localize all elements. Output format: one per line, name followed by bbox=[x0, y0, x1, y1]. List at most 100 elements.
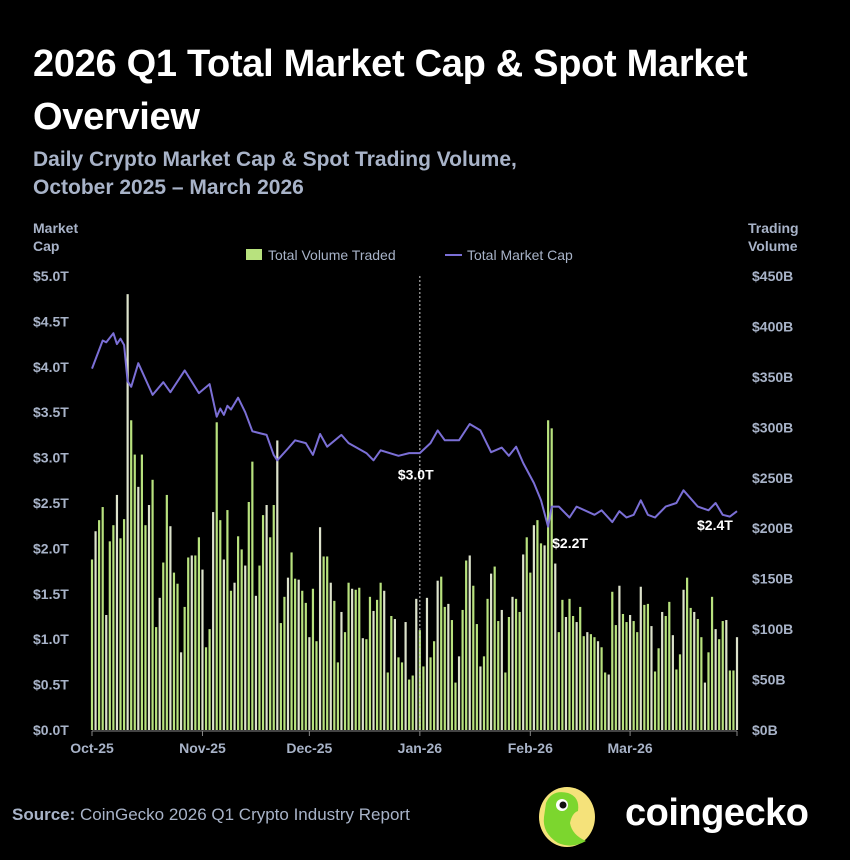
volume-bar bbox=[618, 585, 621, 730]
volume-bar bbox=[354, 589, 357, 730]
volume-bar bbox=[450, 620, 454, 730]
volume-bar bbox=[233, 582, 236, 730]
volume-bar bbox=[151, 479, 154, 730]
volume-bar bbox=[415, 598, 418, 730]
volume-bar bbox=[500, 609, 503, 730]
volume-bar bbox=[94, 531, 97, 730]
volume-bar bbox=[721, 621, 724, 730]
volume-bar bbox=[725, 620, 728, 730]
volume-bar bbox=[322, 556, 325, 730]
volume-bar bbox=[632, 621, 635, 730]
volume-bar bbox=[557, 632, 560, 730]
volume-bar bbox=[197, 537, 201, 730]
volume-bar bbox=[422, 666, 425, 730]
volume-bar bbox=[237, 536, 240, 730]
volume-bar bbox=[543, 545, 546, 730]
volume-bar bbox=[504, 672, 507, 730]
volume-bar bbox=[244, 565, 247, 730]
volume-bar bbox=[172, 572, 176, 730]
volume-bar bbox=[675, 669, 678, 730]
right-axis-title-line-2: Volume bbox=[748, 238, 798, 254]
volume-bar bbox=[568, 598, 571, 730]
right-axis-title-line-1: Trading bbox=[748, 220, 799, 236]
volume-bar bbox=[279, 623, 282, 730]
volume-bar bbox=[522, 554, 525, 730]
volume-bar bbox=[425, 597, 429, 730]
volume-bar bbox=[365, 639, 368, 730]
left-tick-label: $1.0T bbox=[33, 631, 69, 647]
left-axis-title-line-2: Cap bbox=[33, 238, 59, 254]
x-tick-label: Feb-26 bbox=[508, 740, 553, 756]
annotation-label: $3.0T bbox=[398, 467, 434, 483]
left-tick-label: $3.0T bbox=[33, 450, 69, 466]
source-note: Source: CoinGecko 2026 Q1 Crypto Industr… bbox=[12, 805, 410, 825]
volume-bar bbox=[404, 622, 407, 730]
volume-bar bbox=[400, 662, 404, 730]
volume-bar bbox=[443, 606, 446, 730]
volume-bar bbox=[265, 505, 268, 730]
volume-bar bbox=[140, 454, 143, 730]
volume-bar bbox=[682, 589, 685, 730]
volume-bar bbox=[212, 512, 215, 730]
volume-bar bbox=[432, 641, 436, 730]
volume-bar bbox=[507, 617, 511, 730]
volume-bar bbox=[90, 559, 94, 730]
volume-bar bbox=[294, 578, 297, 730]
volume-bar bbox=[119, 538, 122, 730]
left-axis-title-line-1: Market bbox=[33, 220, 78, 236]
volume-bar bbox=[614, 625, 617, 730]
volume-bar bbox=[589, 634, 592, 730]
volume-bar bbox=[286, 577, 290, 730]
volume-bar bbox=[162, 562, 165, 730]
volume-bar bbox=[219, 520, 222, 730]
volume-bar bbox=[372, 610, 375, 730]
volume-bar bbox=[158, 597, 161, 730]
volume-bar bbox=[472, 585, 475, 730]
volume-bar bbox=[657, 648, 660, 730]
volume-bar bbox=[375, 599, 379, 730]
volume-bar bbox=[258, 565, 261, 730]
volume-bar bbox=[479, 666, 482, 730]
right-tick-label: $100B bbox=[752, 621, 793, 637]
volume-bar bbox=[383, 590, 386, 730]
volume-bar bbox=[336, 662, 339, 730]
volume-bar bbox=[579, 606, 582, 730]
volume-bar bbox=[554, 563, 557, 730]
volume-bar bbox=[454, 682, 457, 730]
right-tick-label: $400B bbox=[752, 318, 793, 334]
volume-bar bbox=[283, 596, 286, 730]
legend-label-market-cap: Total Market Cap bbox=[467, 247, 573, 263]
volume-bar bbox=[229, 590, 233, 730]
volume-bar bbox=[550, 428, 553, 730]
volume-bar bbox=[650, 626, 653, 730]
right-tick-label: $350B bbox=[752, 369, 793, 385]
volume-bar bbox=[201, 569, 204, 730]
volume-bar bbox=[539, 543, 543, 730]
subtitle-line-1: Daily Crypto Market Cap & Spot Trading V… bbox=[33, 148, 517, 171]
volume-bar bbox=[700, 637, 703, 730]
volume-bar bbox=[247, 501, 250, 730]
volume-bar bbox=[497, 621, 500, 730]
volume-bar bbox=[187, 557, 190, 730]
volume-bar bbox=[269, 537, 272, 730]
volume-bar bbox=[190, 555, 193, 730]
volume-bar bbox=[144, 525, 147, 730]
volume-bar bbox=[536, 520, 539, 730]
volume-bar bbox=[358, 587, 361, 730]
volume-bar bbox=[482, 656, 486, 730]
volume-bar bbox=[571, 615, 575, 730]
volume-bar bbox=[703, 682, 707, 730]
volume-bar bbox=[486, 598, 489, 730]
volume-bar bbox=[386, 672, 389, 730]
volume-bar bbox=[461, 609, 464, 730]
volume-bar bbox=[429, 657, 432, 730]
volume-bar bbox=[646, 603, 650, 730]
volume-bar bbox=[636, 632, 639, 730]
legend-swatch-volume bbox=[246, 249, 262, 260]
volume-bar bbox=[147, 505, 151, 730]
source-text: CoinGecko 2026 Q1 Crypto Industry Report bbox=[80, 805, 410, 824]
right-tick-label: $450B bbox=[752, 268, 793, 284]
volume-bar bbox=[98, 520, 101, 730]
left-tick-label: $1.5T bbox=[33, 586, 69, 602]
left-tick-label: $4.0T bbox=[33, 359, 69, 375]
